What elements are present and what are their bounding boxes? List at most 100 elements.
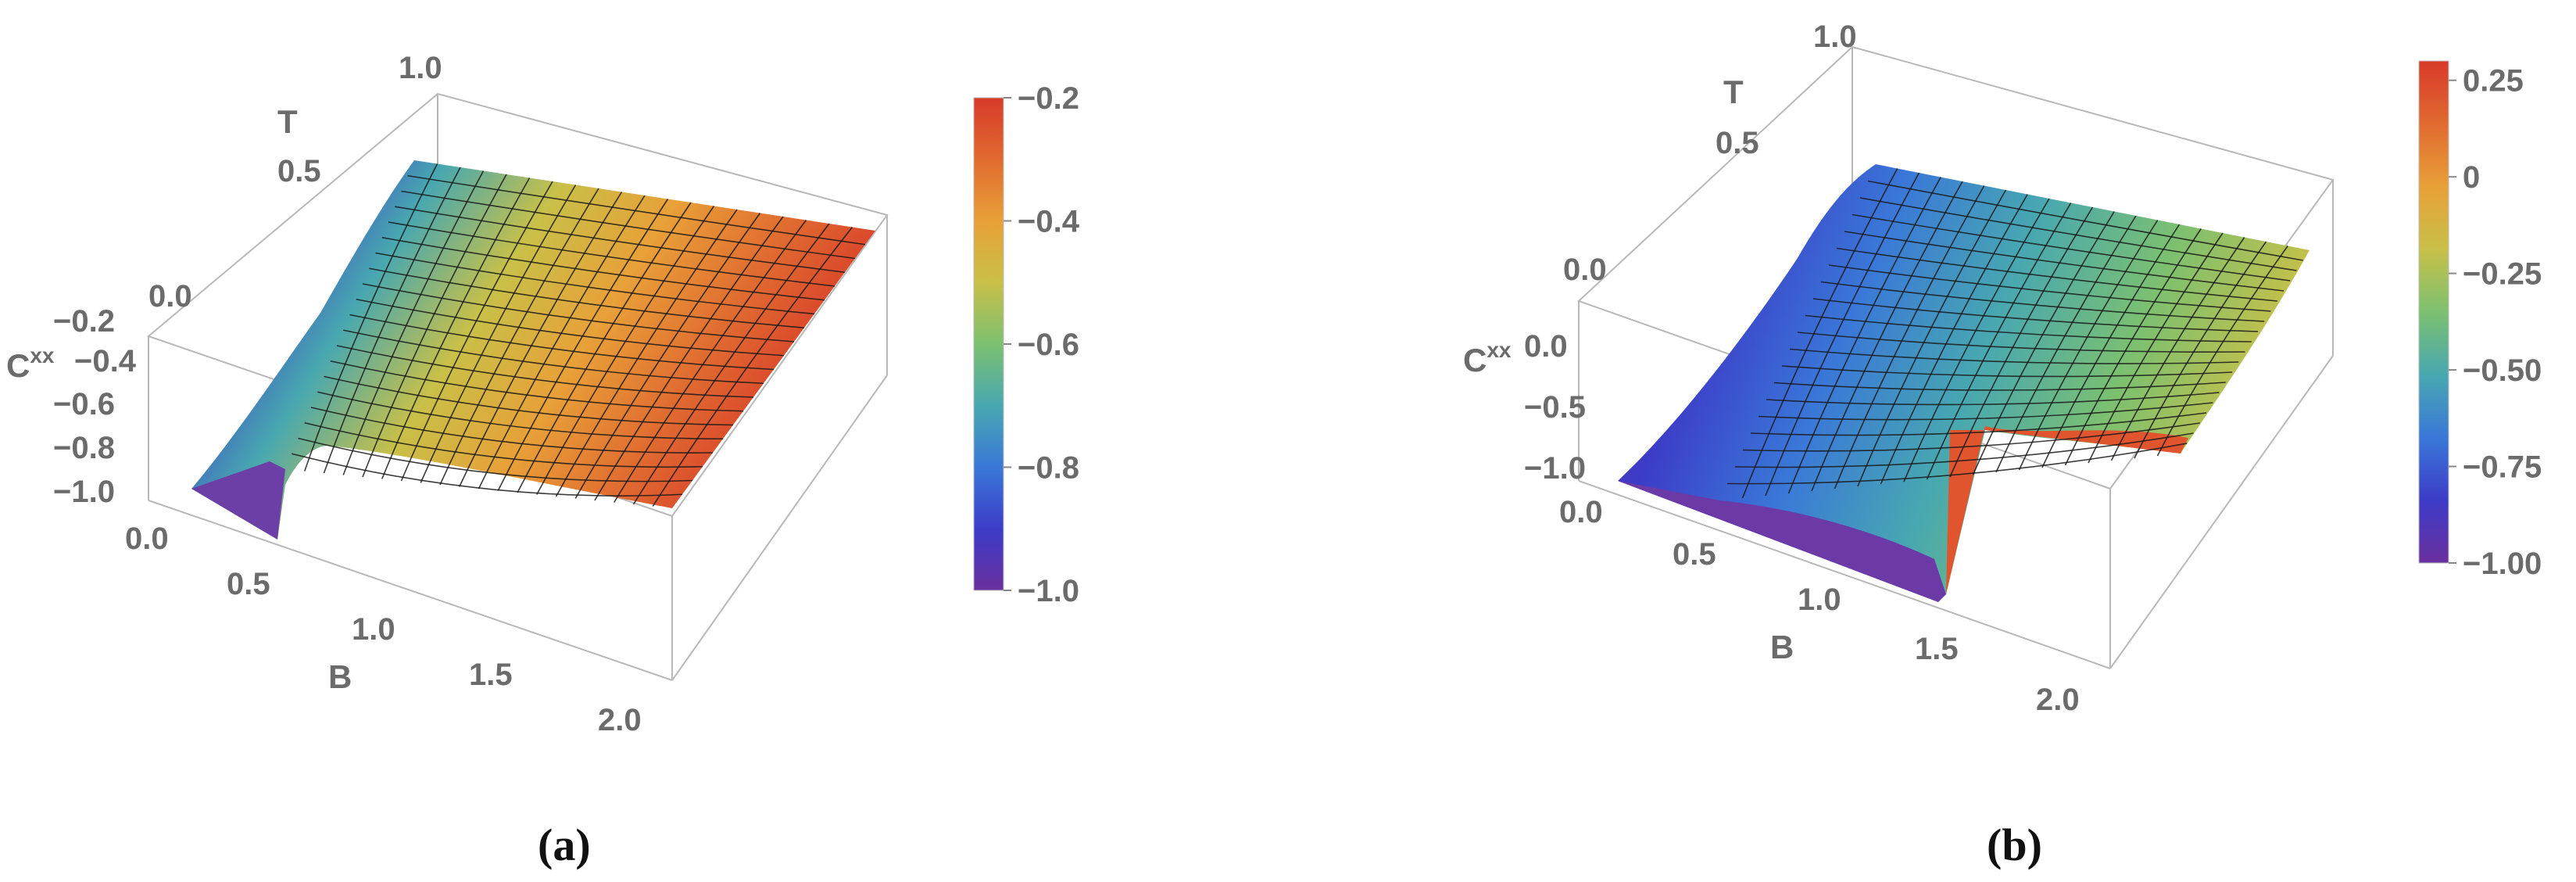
- mesh-line: [420, 185, 577, 483]
- mesh-line: [1820, 281, 2265, 322]
- mesh-line: [292, 453, 683, 497]
- mesh-line: [517, 202, 692, 493]
- panel-a-t-tick: 1.0: [399, 51, 442, 85]
- panel-b-c-tick: 0.0: [1524, 329, 1568, 364]
- mesh-line: [2110, 237, 2245, 461]
- mesh-line: [1828, 264, 2271, 312]
- mesh-line: [381, 177, 531, 479]
- panel-b-caption: (b): [1987, 819, 2042, 870]
- panel-b-colorbar: −1.00 −0.75 −0.50 −0.25 0 0.25: [2418, 60, 2542, 581]
- mesh-line: [1797, 332, 2245, 353]
- colorbar-tick-label: −0.8: [1018, 451, 1079, 486]
- panel-b-t-tick: 0.5: [1716, 126, 1759, 160]
- panel-b-colorbar-bar: [2418, 60, 2449, 564]
- mesh-line: [362, 283, 795, 342]
- panel-a-b-tick: 1.0: [352, 612, 395, 647]
- panel-b-b-axis: 0.5 1.0 1.5 2.0 B: [1673, 537, 2080, 717]
- panel-b-c-tick: −0.5: [1524, 390, 1586, 425]
- panel-a-colorbar-ticks: −1.0 −0.8 −0.6 −0.4 −0.2: [1004, 81, 1080, 608]
- mesh-line: [369, 267, 805, 329]
- panel-a-c-label: Cxx: [6, 343, 55, 384]
- mesh-line: [400, 181, 553, 482]
- panel-b-b-tick: 1.0: [1798, 583, 1841, 617]
- panel-a-b-axis: 0.0 0.5 1.0 1.5 2.0 B: [125, 522, 642, 737]
- mesh-line: [349, 314, 775, 371]
- panel-a-surface: [191, 160, 875, 540]
- panel-a-c-tick: −0.8: [53, 431, 115, 465]
- mesh-line: [1836, 247, 2277, 302]
- mesh-line: [2156, 246, 2288, 457]
- panel-a-t-tick: 0.5: [277, 154, 321, 188]
- panel-a-b-tick: 0.5: [227, 567, 270, 601]
- mesh-line: [497, 199, 669, 491]
- panel-b-c-tick: −1.0: [1524, 451, 1586, 486]
- panel-a-b-label: B: [328, 658, 352, 695]
- mesh-line: [324, 375, 734, 426]
- mesh-line: [336, 345, 754, 398]
- mesh-line: [632, 223, 830, 505]
- panel-b-b-label: B: [1770, 629, 1794, 665]
- panel-a-c-tick: −0.6: [53, 387, 115, 421]
- panel-b-t-tick: 1.0: [1813, 20, 1857, 54]
- mesh-line: [2018, 220, 2159, 471]
- panel-b-t-axis: 0.0 0.5 1.0 T: [1563, 20, 1857, 287]
- colorbar-tick-label: 0: [2463, 160, 2480, 195]
- mesh-line: [478, 195, 646, 489]
- mesh-line: [1787, 177, 1941, 494]
- panel-b-b-tick: 2.0: [2036, 683, 2080, 717]
- mesh-line: [1758, 402, 2213, 421]
- panel-b-surface-flat: [1618, 481, 1946, 602]
- mesh-line: [1781, 365, 2233, 378]
- mesh-line: [1726, 443, 2188, 485]
- panel-a-surface-spike: [191, 461, 285, 540]
- mesh-line: [439, 188, 599, 486]
- mesh-line: [2088, 232, 2224, 464]
- panel-a-t-axis: 0.0 0.5 1.0 T: [148, 51, 442, 314]
- panel-a-b-tick: 0.0: [125, 522, 169, 556]
- mesh-line: [1867, 180, 2303, 261]
- colorbar-tick-label: −0.50: [2463, 353, 2542, 388]
- mesh-line: [317, 391, 724, 440]
- colorbar-tick-label: −1.0: [1018, 574, 1079, 608]
- panel-a-c-axis: −1.0 −0.8 −0.6 −0.4 −0.2 Cxx: [6, 304, 137, 509]
- colorbar-tick-label: −0.25: [2463, 257, 2542, 292]
- colorbar-tick-label: −0.4: [1018, 205, 1080, 239]
- mesh-line: [1765, 172, 1920, 497]
- panel-b-b-tick: 0.5: [1673, 537, 1716, 572]
- mesh-line: [1741, 168, 1898, 499]
- panel-b-c-axis: −1.0 −0.5 0.0 0.0 Cxx: [1463, 329, 1603, 529]
- mesh-line: [2064, 228, 2202, 466]
- mesh-line: [2041, 224, 2181, 468]
- panel-a-c-tick: −0.4: [74, 344, 137, 378]
- mesh-line: [1880, 194, 2028, 485]
- colorbar-tick-label: −1.00: [2463, 547, 2542, 581]
- panel-a-caption: (a): [538, 819, 591, 870]
- mesh-line: [574, 213, 761, 499]
- panel-a: 0.0 0.5 1.0 1.5 2.0 B 0.0 0.5 1.0 T −1.0…: [6, 51, 1080, 870]
- panel-a-surface-main: [191, 160, 875, 540]
- panel-b-mesh: [1726, 168, 2303, 499]
- mesh-line: [342, 170, 485, 475]
- mesh-line: [1972, 211, 2115, 475]
- colorbar-tick-label: −0.2: [1018, 81, 1079, 116]
- panel-b-c-tick: 0.0: [1559, 495, 1603, 529]
- mesh-line: [395, 206, 846, 274]
- panel-a-c-tick: −0.2: [53, 304, 115, 339]
- panel-a-colorbar-bar: [973, 97, 1004, 591]
- panel-b-t-tick: 0.0: [1563, 253, 1607, 287]
- mesh-line: [594, 216, 784, 501]
- colorbar-tick-label: −0.6: [1018, 328, 1079, 362]
- mesh-line: [310, 407, 714, 454]
- mesh-line: [1773, 382, 2226, 391]
- colorbar-tick-label: 0.25: [2463, 64, 2524, 99]
- panel-b: 0.5 1.0 1.5 2.0 B 0.0 0.5 1.0 T −1.0 −0.…: [1463, 20, 2542, 870]
- mesh-line: [356, 298, 785, 357]
- panel-b-t-label: T: [1723, 74, 1744, 110]
- mesh-line: [652, 227, 853, 507]
- mesh-line: [1949, 206, 2094, 478]
- mesh-line: [1742, 422, 2200, 452]
- panel-a-b-tick: 2.0: [598, 703, 642, 737]
- mesh-line: [536, 206, 715, 495]
- panel-b-colorbar-ticks: −1.00 −0.75 −0.50 −0.25 0 0.25: [2449, 64, 2542, 581]
